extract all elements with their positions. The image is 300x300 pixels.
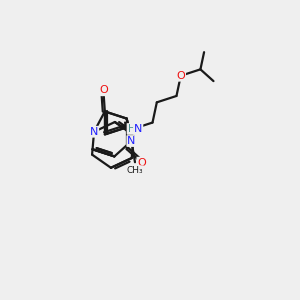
Text: N: N (134, 124, 142, 134)
Text: CH₃: CH₃ (127, 166, 143, 175)
Text: H: H (128, 124, 135, 134)
Text: N: N (127, 136, 136, 146)
Text: O: O (176, 71, 185, 81)
Text: O: O (99, 85, 108, 95)
Text: O: O (137, 158, 146, 168)
Text: N: N (90, 127, 98, 137)
